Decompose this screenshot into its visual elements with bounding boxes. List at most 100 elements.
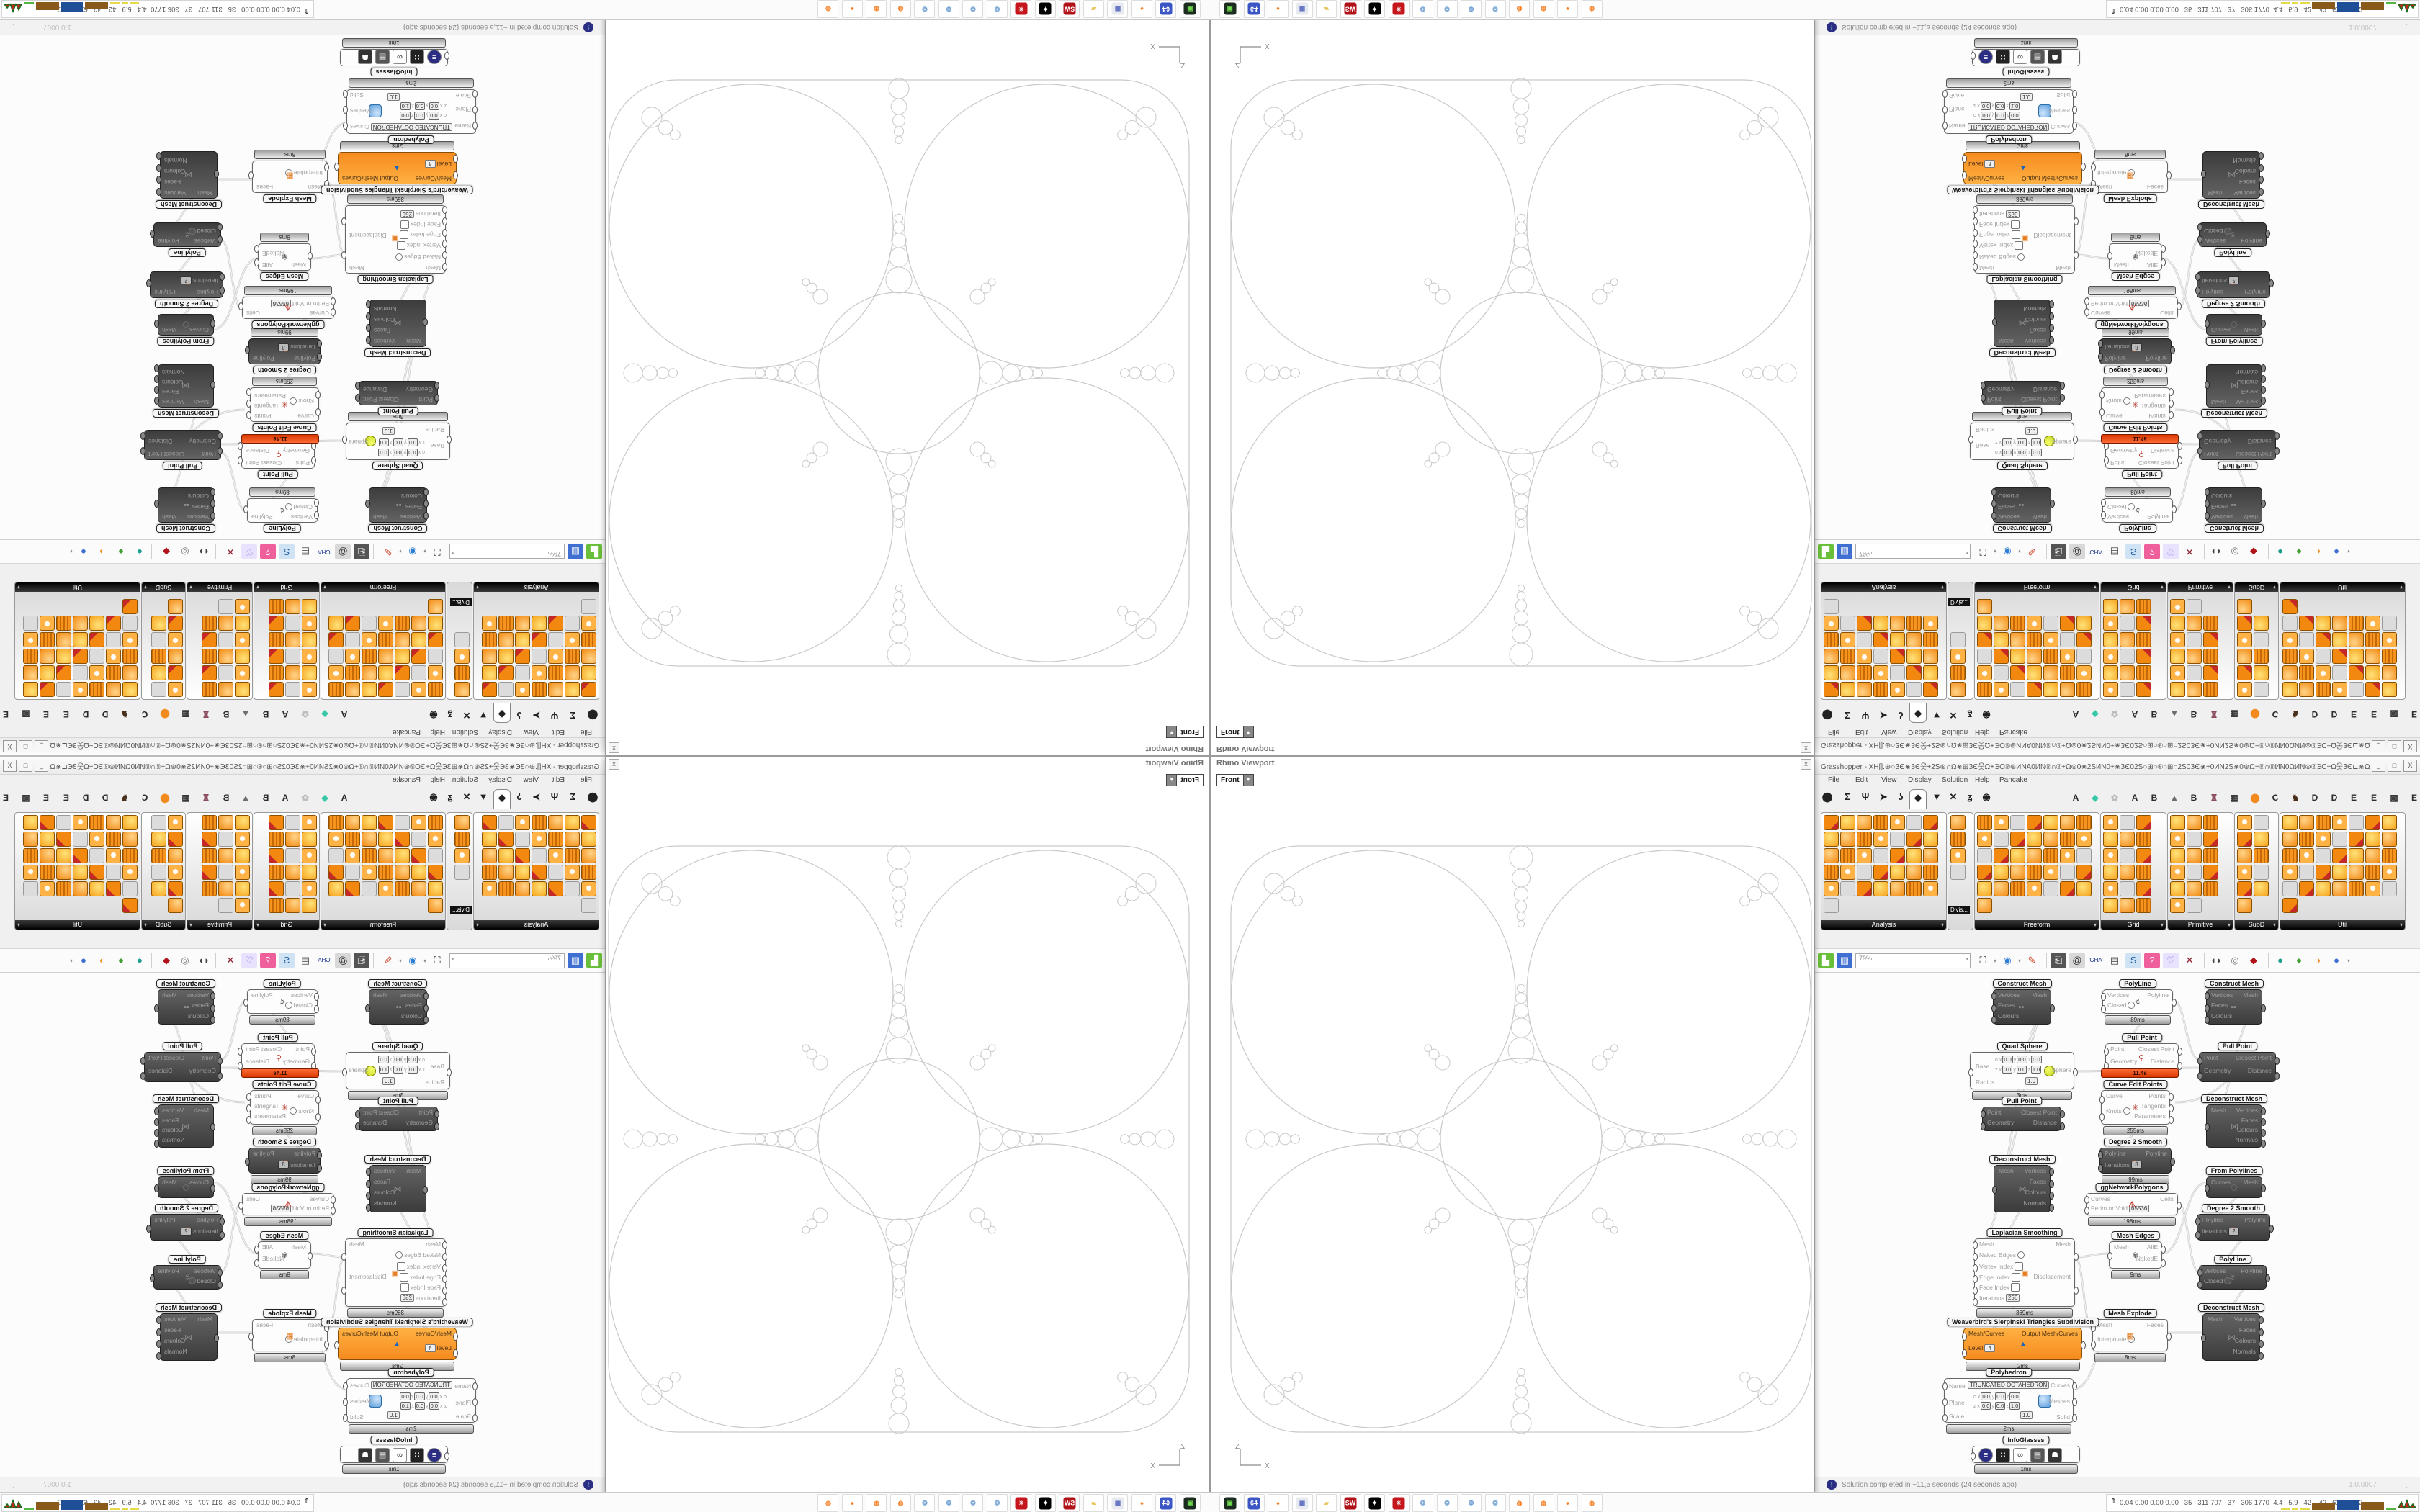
port[interactable] bbox=[2101, 511, 2106, 520]
port[interactable] bbox=[1991, 1004, 1996, 1012]
component-icon[interactable] bbox=[378, 815, 393, 830]
component-icon[interactable] bbox=[23, 848, 38, 863]
component-icon[interactable] bbox=[151, 616, 166, 631]
component-icon[interactable] bbox=[285, 848, 300, 863]
port[interactable] bbox=[210, 1123, 215, 1131]
component-icon[interactable] bbox=[2254, 815, 2269, 830]
port[interactable] bbox=[2074, 251, 2079, 260]
chevron-down-icon[interactable]: ▾ bbox=[323, 922, 327, 928]
port[interactable] bbox=[2091, 1340, 2096, 1349]
plugin-tab-5[interactable]: ▲ bbox=[241, 793, 250, 803]
chevron-down-icon[interactable]: ▾ bbox=[1994, 548, 1997, 555]
component-icon[interactable] bbox=[151, 865, 166, 880]
component-icon[interactable] bbox=[2282, 599, 2298, 614]
port[interactable] bbox=[442, 1287, 447, 1295]
component-icon[interactable] bbox=[515, 832, 530, 847]
port[interactable] bbox=[156, 152, 161, 161]
taskbar-icon-calculator[interactable]: ▦ bbox=[1291, 1494, 1313, 1512]
component-icon[interactable] bbox=[395, 865, 410, 880]
category-tab-5[interactable]: ◆ bbox=[493, 789, 511, 809]
component-icon[interactable] bbox=[1857, 682, 1872, 697]
component-icon[interactable] bbox=[2136, 881, 2151, 896]
plugin-tab-8[interactable]: ▦ bbox=[2230, 793, 2238, 803]
component-icon[interactable] bbox=[2060, 881, 2075, 896]
plugin-tab-14[interactable]: E bbox=[63, 709, 70, 719]
port[interactable] bbox=[2205, 1015, 2210, 1024]
component-icon[interactable] bbox=[1873, 881, 1888, 896]
component-icon[interactable] bbox=[1840, 815, 1855, 830]
port[interactable] bbox=[2195, 273, 2200, 282]
port[interactable] bbox=[2261, 1004, 2266, 1012]
port[interactable] bbox=[2049, 1192, 2054, 1200]
port[interactable] bbox=[248, 1332, 254, 1341]
plugin-tab-17[interactable]: E bbox=[2411, 793, 2417, 803]
port[interactable] bbox=[1962, 171, 1967, 179]
component-icon[interactable] bbox=[269, 599, 284, 614]
blob-green-icon[interactable]: ● bbox=[118, 955, 124, 966]
component-deconstruct-mesh-right-2[interactable]: Mesh Vertices Faces Colours Normals ⋈ bbox=[2201, 151, 2264, 199]
component-icon[interactable] bbox=[218, 632, 233, 647]
port[interactable] bbox=[343, 106, 348, 114]
port[interactable] bbox=[2099, 408, 2105, 416]
port[interactable] bbox=[1992, 1186, 1997, 1194]
component-icon[interactable] bbox=[122, 649, 138, 664]
component-icon[interactable] bbox=[454, 649, 470, 664]
taskbar-icon-paint-3[interactable]: ❂ bbox=[1461, 0, 1482, 18]
plugin-tab-14[interactable]: E bbox=[2350, 709, 2357, 719]
port[interactable] bbox=[331, 1195, 336, 1204]
component-polyhedron[interactable]: Name TRUNCATED OCTAHEDRON Plane o x0.0y0… bbox=[343, 1378, 478, 1423]
component-icon[interactable] bbox=[2254, 881, 2269, 896]
chevron-down-icon[interactable]: ▾ bbox=[1966, 956, 1968, 962]
component-icon[interactable] bbox=[532, 665, 547, 680]
component-construct-mesh-2[interactable]: Vertices Faces Colours Mesh ▪▪ bbox=[2205, 487, 2266, 523]
component-icon[interactable] bbox=[498, 815, 514, 830]
component-icon[interactable] bbox=[411, 832, 426, 847]
port[interactable] bbox=[1973, 217, 1978, 225]
port[interactable] bbox=[2049, 1179, 2054, 1188]
taskbar-icon-paint-4[interactable]: ❂ bbox=[914, 0, 936, 18]
infoglasses-icon-2[interactable]: ∞ bbox=[2013, 50, 2027, 64]
port[interactable] bbox=[140, 1056, 145, 1065]
component-icon[interactable] bbox=[2254, 665, 2269, 680]
port[interactable] bbox=[2265, 230, 2270, 238]
component-icon[interactable] bbox=[1994, 665, 2009, 680]
component-icon[interactable] bbox=[168, 665, 183, 680]
plugin-tab-3[interactable]: A bbox=[2131, 709, 2138, 719]
component-icon[interactable] bbox=[2382, 649, 2397, 664]
rings-icon[interactable]: ◎ bbox=[181, 955, 189, 966]
component-icon[interactable] bbox=[168, 649, 183, 664]
port[interactable] bbox=[150, 230, 155, 238]
component-icon[interactable] bbox=[2120, 832, 2135, 847]
component-icon[interactable] bbox=[2203, 865, 2218, 880]
menu-item-view[interactable]: View bbox=[523, 728, 539, 736]
open-file-icon[interactable]: ▙ bbox=[1818, 953, 1834, 968]
taskbar-icon-firefox-2[interactable]: ◕ bbox=[842, 1494, 863, 1512]
port[interactable] bbox=[246, 1104, 251, 1112]
component-icon[interactable] bbox=[269, 682, 284, 697]
component-icon[interactable] bbox=[395, 632, 410, 647]
category-tab-4[interactable]: ʖ bbox=[1898, 710, 1904, 721]
component-icon[interactable] bbox=[2382, 682, 2397, 697]
chevron-down-icon[interactable]: ▾ bbox=[2018, 548, 2022, 555]
port[interactable] bbox=[254, 1259, 259, 1267]
component-icon[interactable] bbox=[1906, 665, 1922, 680]
component-icon[interactable] bbox=[202, 632, 217, 647]
component-icon[interactable] bbox=[56, 832, 71, 847]
component-icon[interactable] bbox=[1840, 848, 1855, 863]
component-icon[interactable] bbox=[2170, 848, 2185, 863]
component-icon[interactable] bbox=[2120, 682, 2135, 697]
taskbar-icon-paint-3[interactable]: ❂ bbox=[1461, 1494, 1482, 1512]
component-pull-point-right[interactable]: Point Geometry Closest Point Distance bbox=[140, 1052, 223, 1082]
port[interactable] bbox=[442, 1241, 447, 1249]
component-icon[interactable] bbox=[2203, 881, 2218, 896]
category-tab-4[interactable]: ʖ bbox=[1898, 791, 1904, 802]
chevron-down-icon[interactable]: ▾ bbox=[256, 584, 260, 590]
port[interactable] bbox=[444, 1452, 449, 1460]
component-icon[interactable] bbox=[2365, 848, 2380, 863]
component-icon[interactable] bbox=[1840, 632, 1855, 647]
component-icon[interactable] bbox=[498, 848, 514, 863]
component-icon[interactable] bbox=[168, 632, 183, 647]
palette-banner-subd[interactable]: SubD ▾ bbox=[142, 582, 185, 592]
component-icon[interactable] bbox=[1977, 616, 1992, 631]
plugin-tab-12[interactable]: D bbox=[102, 793, 109, 803]
